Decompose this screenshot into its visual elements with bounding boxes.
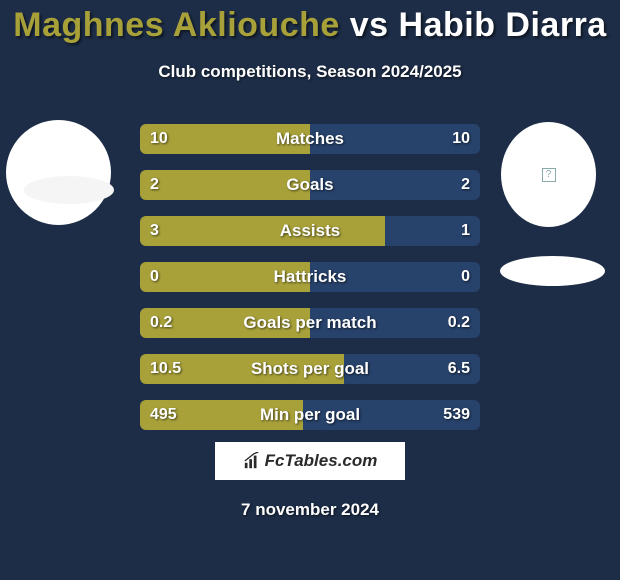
player2-club-logo [500,256,605,286]
stat-value-left: 3 [150,216,159,246]
player2-avatar: ? [501,122,596,227]
player1-avatar [6,120,111,225]
stat-label: Shots per goal [140,354,480,384]
stat-row: Hattricks0 0 [140,262,480,292]
subtitle: Club competitions, Season 2024/2025 [0,62,620,82]
page-title: Maghnes Akliouche vs Habib Diarra [0,6,620,45]
stats-container: Matches10 10 Goals2 2 Assists3 1 Hattricks0 0 Go… [140,124,480,446]
stat-value-right: 0 [461,262,470,292]
stat-label: Min per goal [140,400,480,430]
stat-value-right: 2 [461,170,470,200]
stat-row: Shots per goal10.5 6.5 [140,354,480,384]
stat-row: Min per goal495 539 [140,400,480,430]
stat-value-left: 0 [150,262,159,292]
stat-value-left: 495 [150,400,177,430]
player1-club-logo [24,176,114,204]
title-player2: Habib Diarra [399,6,607,44]
bars-icon [243,452,261,470]
stat-value-right: 1 [461,216,470,246]
date-text: 7 november 2024 [0,500,620,520]
stat-value-right: 539 [443,400,470,430]
branding-box[interactable]: FcTables.com [215,442,405,480]
stat-row: Goals per match0.2 0.2 [140,308,480,338]
stat-value-left: 10 [150,124,168,154]
title-vs: vs [350,6,389,44]
stat-row: Matches10 10 [140,124,480,154]
stat-label: Hattricks [140,262,480,292]
stat-label: Matches [140,124,480,154]
stat-label: Goals [140,170,480,200]
stat-value-right: 0.2 [448,308,470,338]
avatar-placeholder-icon: ? [542,168,556,182]
stat-value-left: 10.5 [150,354,181,384]
stat-row: Goals2 2 [140,170,480,200]
stat-value-right: 6.5 [448,354,470,384]
stat-value-left: 0.2 [150,308,172,338]
stat-value-left: 2 [150,170,159,200]
title-player1: Maghnes Akliouche [13,6,340,44]
branding-text: FcTables.com [265,451,378,471]
stat-label: Goals per match [140,308,480,338]
stat-label: Assists [140,216,480,246]
stat-value-right: 10 [452,124,470,154]
stat-row: Assists3 1 [140,216,480,246]
